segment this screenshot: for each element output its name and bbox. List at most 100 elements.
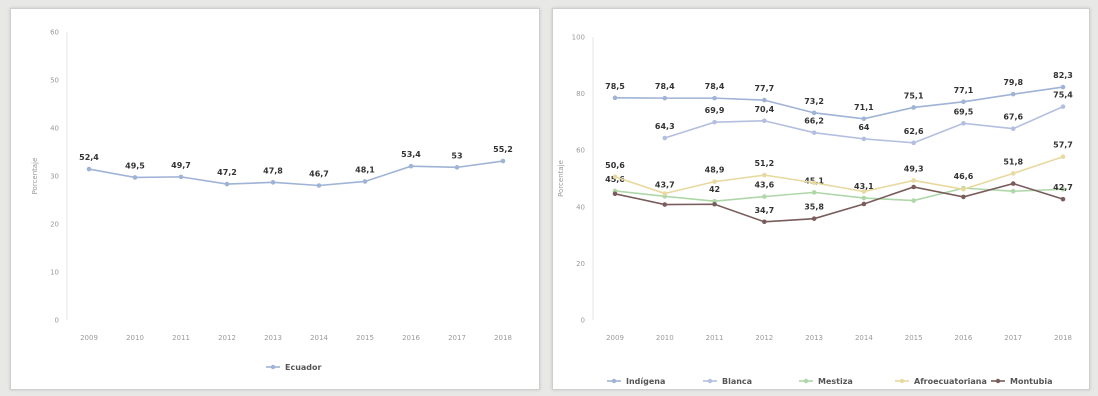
data-point — [86, 166, 92, 172]
x-tick-label: 2016 — [402, 334, 420, 342]
data-point — [762, 172, 767, 178]
data-point — [612, 174, 618, 180]
data-point — [762, 97, 767, 103]
data-point — [712, 119, 717, 125]
data-label: 48,9 — [705, 166, 725, 175]
x-tick-label: 2014 — [310, 334, 328, 342]
data-label: 78,4 — [705, 82, 725, 91]
data-point — [762, 118, 767, 124]
legend-item-montubia: Montubia — [991, 377, 1053, 386]
data-label: 50,6 — [605, 161, 625, 170]
y-tick-label: 50 — [50, 77, 59, 85]
data-point — [861, 195, 867, 201]
data-label: 82,3 — [1053, 71, 1073, 80]
data-point — [861, 136, 867, 142]
data-label: 67,6 — [1003, 113, 1023, 122]
data-point — [1060, 104, 1066, 109]
data-point — [662, 135, 668, 141]
legend-swatch-marker — [995, 378, 1001, 384]
data-label: 69,9 — [705, 106, 725, 115]
x-tick-label: 2009 — [80, 334, 98, 342]
data-label: 73,2 — [804, 97, 824, 106]
data-point — [1010, 91, 1016, 97]
data-point — [408, 163, 414, 169]
data-label: 49,7 — [171, 161, 191, 170]
data-point — [1060, 84, 1066, 90]
data-point — [1010, 181, 1016, 186]
series-line — [614, 155, 1064, 195]
data-point — [1060, 186, 1066, 192]
y-tick-label: 100 — [572, 34, 585, 42]
data-label: 52,4 — [79, 153, 99, 162]
x-tick-label: 2015 — [905, 334, 923, 342]
data-point — [861, 201, 867, 207]
y-tick-label: 60 — [50, 29, 59, 37]
data-point — [1010, 126, 1016, 131]
data-label: 69,5 — [954, 107, 974, 116]
y-tick-label: 10 — [50, 269, 59, 277]
data-point — [861, 116, 867, 122]
y-tick-label: 0 — [581, 317, 585, 325]
data-label: 55,2 — [493, 145, 513, 154]
y-axis-title: Porcentaje — [557, 160, 565, 197]
data-label: 70,4 — [754, 105, 774, 114]
y-axis-title: Porcentaje — [31, 158, 39, 195]
data-point — [712, 95, 717, 101]
data-point — [911, 178, 916, 183]
legend-item-afroecuatoriana: Afroecuatoriana — [895, 377, 987, 386]
data-point — [1010, 171, 1016, 176]
legend-swatch-marker — [899, 378, 905, 384]
x-tick-label: 2009 — [606, 334, 624, 342]
x-tick-label: 2018 — [1054, 334, 1072, 342]
data-label: 42,7 — [1053, 183, 1073, 192]
data-point — [911, 140, 916, 146]
data-label: 66,2 — [804, 117, 824, 126]
series-line — [614, 182, 1064, 223]
legend-label: Blanca — [722, 377, 752, 386]
data-label: 49,3 — [904, 164, 924, 173]
data-point — [500, 158, 506, 164]
data-label: 47,2 — [217, 168, 237, 177]
x-tick-label: 2017 — [1004, 334, 1022, 342]
ethnicity-line-chart: 0 20 40 60 80 100 Porcentaje 2009 2010 2011 2012 20… — [557, 34, 1073, 387]
data-point — [961, 186, 966, 192]
data-label: 71,1 — [854, 103, 874, 112]
data-label: 47,8 — [263, 166, 283, 175]
data-point — [762, 219, 767, 225]
data-point — [132, 175, 138, 180]
data-label: 43,6 — [754, 181, 774, 190]
data-label: 34,7 — [754, 206, 774, 215]
data-point — [911, 198, 916, 203]
data-point — [662, 191, 668, 196]
data-label: 43,1 — [854, 182, 874, 191]
data-label: 77,1 — [954, 86, 974, 95]
y-tick-label: 60 — [576, 147, 585, 155]
data-label: 53,4 — [401, 150, 421, 159]
legend-label: Montubia — [1010, 377, 1053, 386]
data-point — [811, 216, 817, 221]
data-label: 46,6 — [954, 172, 974, 181]
data-point — [811, 130, 817, 135]
legend-swatch-marker — [270, 364, 276, 370]
data-label: 62,6 — [904, 127, 924, 136]
data-point — [712, 179, 717, 184]
data-label: 64 — [858, 123, 870, 132]
x-tick-label: 2014 — [855, 334, 873, 342]
legend-swatch-marker — [611, 378, 617, 384]
y-tick-label: 40 — [576, 203, 585, 211]
data-label: 79,8 — [1003, 78, 1023, 87]
data-label: 42 — [709, 185, 720, 194]
data-point — [1060, 196, 1066, 202]
legend-item-mestiza: Mestiza — [799, 377, 853, 386]
data-label: 48,1 — [355, 165, 375, 174]
x-tick-label: 2018 — [494, 334, 512, 342]
series-line — [88, 160, 504, 187]
x-tick-label: 2010 — [656, 334, 674, 342]
legend-item-ecuador: Ecuador — [266, 363, 322, 372]
data-label: 51,8 — [1003, 157, 1023, 166]
data-point — [961, 121, 966, 126]
x-tick-label: 2011 — [172, 334, 190, 342]
x-tick-label: 2013 — [264, 334, 282, 342]
data-point — [1010, 188, 1016, 194]
data-point — [911, 105, 916, 110]
